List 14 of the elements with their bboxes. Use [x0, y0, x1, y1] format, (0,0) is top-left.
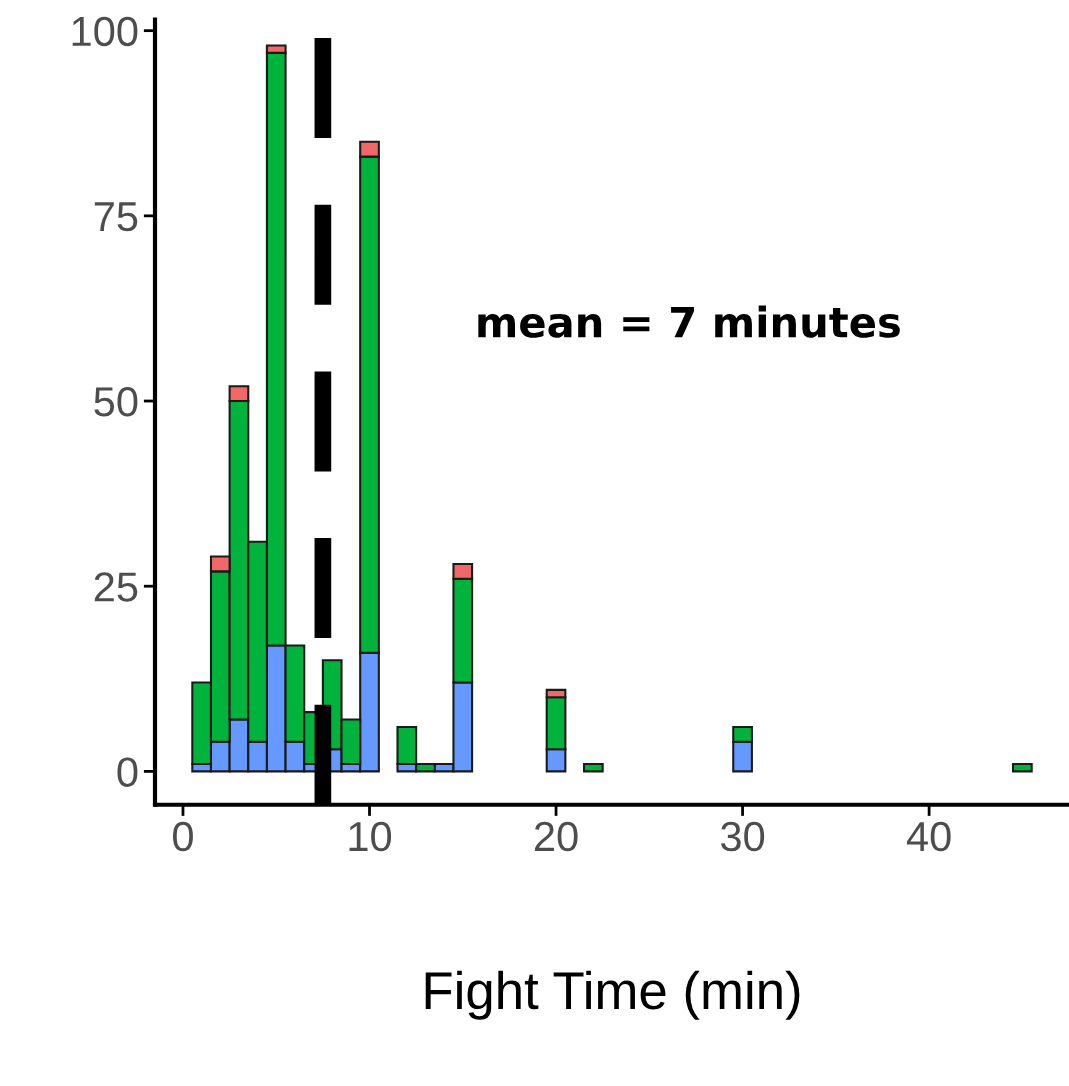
- bar: [582, 762, 604, 773]
- y-tick-label: 25: [94, 572, 138, 602]
- x-tick-label: 0: [173, 821, 193, 852]
- x-tick-label: 30: [720, 821, 765, 852]
- x-tick-label: 40: [906, 821, 951, 852]
- x-tick-label: 10: [349, 821, 392, 852]
- x-tick-label: 20: [534, 821, 578, 852]
- bar: [1012, 762, 1033, 773]
- y-tick-label: 100: [72, 16, 138, 47]
- y-tick-label: 50: [94, 387, 138, 417]
- y-tick-label: 75: [94, 202, 138, 232]
- y-tick-label: 0: [117, 757, 138, 787]
- x-axis-title: Fight Time (min): [425, 970, 800, 1020]
- annotation: mean = 7 minutes: [478, 305, 900, 338]
